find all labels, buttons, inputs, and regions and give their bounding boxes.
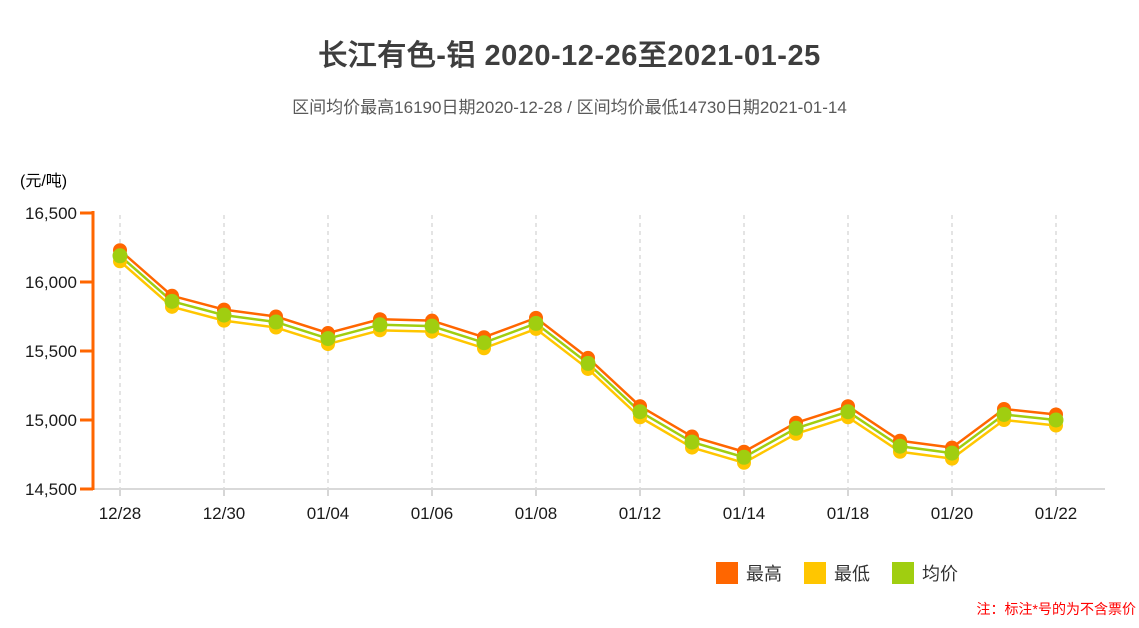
- legend-swatch-highest: [716, 562, 738, 584]
- x-axis-tick-label: 12/30: [203, 504, 246, 523]
- legend-label-lowest: 最低: [834, 564, 870, 584]
- marker-average: [840, 404, 856, 420]
- marker-average: [320, 331, 336, 347]
- x-axis-tick-label: 01/12: [619, 504, 662, 523]
- marker-average: [112, 248, 128, 264]
- x-axis-tick-label: 01/14: [723, 504, 766, 523]
- marker-average: [268, 314, 284, 330]
- legend-item-lowest: 最低: [804, 560, 870, 586]
- marker-average: [164, 293, 180, 309]
- y-axis-tick-label: 16,000: [25, 273, 77, 292]
- marker-average: [684, 434, 700, 450]
- x-axis-tick-label: 01/18: [827, 504, 870, 523]
- x-axis-tick-label: 01/22: [1035, 504, 1078, 523]
- marker-average: [372, 317, 388, 333]
- legend-label-average: 均价: [922, 564, 958, 584]
- legend-swatch-lowest: [804, 562, 826, 584]
- marker-average: [216, 307, 232, 323]
- marker-average: [424, 318, 440, 334]
- chart-title: 长江有色-铝 2020-12-26至2021-01-25: [318, 40, 821, 72]
- legend-label-highest: 最高: [746, 564, 782, 584]
- marker-average: [476, 335, 492, 351]
- chart-legend: 最高 最低 均价: [716, 560, 958, 586]
- chart-subtitle: 区间均价最高16190日期2020-12-28 / 区间均价最低14730日期2…: [292, 98, 847, 117]
- marker-average: [580, 355, 596, 371]
- y-axis-tick-label: 15,500: [25, 342, 77, 361]
- x-axis-tick-label: 01/04: [307, 504, 350, 523]
- marker-average: [528, 315, 544, 331]
- y-axis-tick-label: 14,500: [25, 480, 77, 499]
- marker-average: [944, 445, 960, 461]
- legend-item-highest: 最高: [716, 560, 782, 586]
- x-axis-tick-label: 01/06: [411, 504, 454, 523]
- y-axis-tick-label: 16,500: [25, 204, 77, 223]
- x-axis-tick-label: 01/20: [931, 504, 974, 523]
- legend-swatch-average: [892, 562, 914, 584]
- marker-average: [996, 406, 1012, 422]
- marker-average: [892, 438, 908, 454]
- marker-average: [788, 420, 804, 436]
- y-axis-unit-label: (元/吨): [20, 173, 68, 190]
- marker-average: [632, 404, 648, 420]
- x-axis-tick-label: 12/28: [99, 504, 142, 523]
- legend-item-average: 均价: [892, 560, 958, 586]
- marker-average: [1048, 412, 1064, 428]
- y-axis-tick-label: 15,000: [25, 411, 77, 430]
- marker-average: [736, 449, 752, 465]
- footnote: 注：标注*号的为不含票价: [976, 601, 1136, 617]
- x-axis-tick-label: 01/08: [515, 504, 558, 523]
